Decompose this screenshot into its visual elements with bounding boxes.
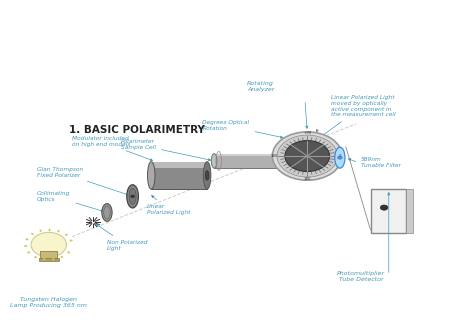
FancyBboxPatch shape	[214, 154, 289, 168]
Ellipse shape	[129, 188, 136, 204]
Ellipse shape	[147, 162, 155, 189]
Circle shape	[130, 195, 135, 198]
Text: Modulator included
on high end models: Modulator included on high end models	[72, 136, 153, 161]
Circle shape	[273, 132, 342, 180]
Text: Photomultiplier
Tube Detector: Photomultiplier Tube Detector	[337, 271, 385, 282]
Text: 589nm
Tunable Filter: 589nm Tunable Filter	[361, 157, 401, 168]
Text: Rotating
Analyzer: Rotating Analyzer	[247, 81, 274, 92]
Text: Linear Polarized Light
moved by optically
active component in
the measurement ce: Linear Polarized Light moved by opticall…	[317, 95, 395, 139]
Ellipse shape	[335, 147, 345, 168]
Circle shape	[277, 135, 337, 177]
Ellipse shape	[286, 154, 292, 168]
Text: Polarimeter
Sample Cell: Polarimeter Sample Cell	[121, 139, 210, 161]
Ellipse shape	[205, 171, 209, 180]
Text: Collimating
Optics: Collimating Optics	[37, 191, 104, 212]
Text: Glan Thompson
Fixed Polarizer: Glan Thompson Fixed Polarizer	[37, 167, 129, 196]
Text: Non Polarized
Light: Non Polarized Light	[96, 224, 147, 251]
Ellipse shape	[211, 154, 217, 168]
Text: 180: 180	[271, 154, 278, 158]
Ellipse shape	[203, 162, 211, 189]
Text: Tungsten Halogen
Lamp Producing 365 nm: Tungsten Halogen Lamp Producing 365 nm	[10, 297, 87, 307]
Text: +90: +90	[303, 132, 311, 136]
Text: 0: 0	[338, 154, 341, 158]
Ellipse shape	[102, 203, 112, 221]
Text: Degrees Optical
Rotation: Degrees Optical Rotation	[202, 120, 283, 138]
FancyBboxPatch shape	[40, 251, 57, 259]
FancyBboxPatch shape	[151, 162, 207, 168]
FancyBboxPatch shape	[371, 189, 406, 233]
Ellipse shape	[127, 185, 138, 208]
Circle shape	[381, 205, 388, 210]
Text: 1. BASIC POLARIMETRY: 1. BASIC POLARIMETRY	[69, 125, 205, 135]
Text: 180: 180	[303, 176, 311, 181]
FancyBboxPatch shape	[151, 162, 207, 189]
Circle shape	[337, 156, 343, 160]
Circle shape	[285, 141, 329, 172]
FancyBboxPatch shape	[214, 154, 289, 156]
Text: Linear
Polarized Light: Linear Polarized Light	[146, 195, 190, 215]
FancyBboxPatch shape	[38, 257, 59, 261]
FancyBboxPatch shape	[406, 189, 413, 233]
Circle shape	[31, 232, 66, 257]
